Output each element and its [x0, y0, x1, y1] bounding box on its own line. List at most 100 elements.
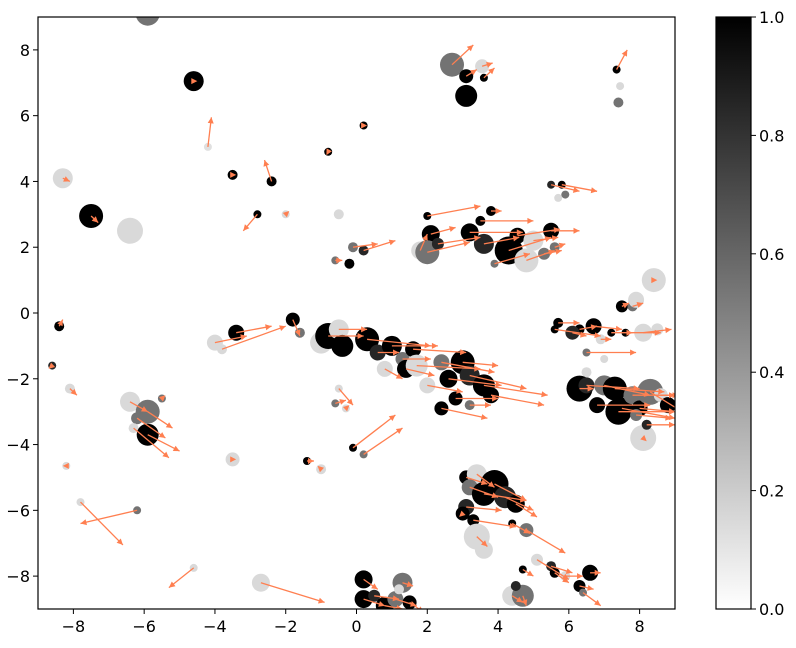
vector-arrow — [561, 184, 598, 194]
y-tick-label: 6 — [20, 107, 30, 126]
y-tick-label: −6 — [6, 501, 30, 520]
scatter-point — [333, 209, 344, 220]
vector-arrow — [473, 519, 516, 529]
vector-arrow — [481, 62, 493, 68]
vector-arrow — [441, 361, 495, 375]
scatter-point — [344, 258, 355, 269]
vector-arrow — [230, 456, 237, 463]
vector-arrow — [554, 572, 570, 584]
scatter-point — [455, 84, 478, 107]
vector-arrow — [636, 414, 672, 421]
y-tick-label: 4 — [20, 172, 30, 191]
vector-arrow — [643, 327, 672, 334]
vector-arrow — [230, 171, 237, 178]
vector-arrow — [490, 394, 545, 407]
vector-arrow — [651, 277, 658, 284]
vector-arrow — [579, 385, 594, 392]
vector-arrow — [409, 601, 422, 609]
plot-frame — [37, 16, 676, 610]
vector-arrow — [352, 414, 396, 449]
vector-arrow — [586, 349, 637, 356]
vector-arrow — [558, 319, 580, 326]
x-tick-label: 0 — [351, 617, 361, 636]
vector-arrow — [335, 399, 347, 405]
vector-arrow — [430, 226, 456, 235]
colorbar — [715, 16, 752, 610]
x-tick-label: 4 — [493, 617, 503, 636]
vector-arrow — [466, 476, 488, 486]
vector-arrow — [384, 368, 403, 380]
x-tick-label: 6 — [564, 617, 574, 636]
vector-arrow — [292, 319, 301, 337]
vector-arrow — [62, 462, 69, 469]
vector-arrow — [533, 235, 559, 242]
y-tick-label: −8 — [6, 567, 30, 586]
scatter-point — [613, 97, 624, 108]
vector-arrow — [465, 69, 478, 77]
scatter-point — [561, 190, 570, 199]
vector-arrow — [317, 465, 324, 473]
vector-arrow — [491, 208, 502, 214]
vector-arrow — [494, 252, 531, 265]
vector-arrow — [62, 176, 71, 182]
vector-arrow — [377, 349, 399, 356]
scatter-point — [600, 355, 609, 363]
vector-arrow — [207, 117, 214, 147]
vector-arrow — [129, 401, 149, 413]
scatter-point — [659, 397, 675, 414]
vector-arrow — [413, 348, 467, 356]
vector-arrow — [522, 568, 534, 577]
scatter-point — [510, 581, 521, 591]
vector-arrow — [307, 458, 314, 464]
vector-arrow — [441, 407, 488, 420]
vector-arrow — [427, 384, 463, 394]
vector-arrow — [469, 229, 523, 236]
scatter-point — [474, 540, 493, 559]
vector-arrow — [448, 378, 502, 388]
vector-arrow — [621, 302, 630, 309]
vector-arrow — [494, 483, 527, 502]
vector-arrow — [260, 582, 325, 604]
x-tick-label: −4 — [203, 617, 227, 636]
vector-arrow — [80, 501, 124, 546]
vector-arrow — [328, 333, 364, 339]
scatter-point — [616, 82, 625, 91]
vector-arrow — [554, 328, 601, 339]
vector-arrow — [466, 506, 502, 513]
scatter-point — [554, 193, 563, 202]
x-tick-label: −6 — [132, 617, 156, 636]
vector-arrow — [363, 598, 385, 607]
vector-arrow — [451, 44, 474, 66]
vector-arrow — [402, 356, 431, 362]
scatter-point — [117, 217, 143, 244]
vector-arrow — [402, 581, 414, 588]
x-tick-label: 2 — [422, 617, 432, 636]
scatter-point — [581, 367, 592, 378]
vector-arrow — [338, 388, 354, 406]
vector-arrow — [133, 427, 170, 459]
vector-arrow — [600, 336, 612, 343]
vector-arrow — [159, 395, 166, 402]
colorbar-tick-label: 0.6 — [759, 245, 784, 264]
vector-arrow — [550, 565, 573, 574]
vector-arrow — [214, 334, 247, 344]
vector-arrow — [459, 510, 466, 517]
vector-arrow — [521, 595, 528, 606]
vector-arrow — [640, 435, 647, 442]
vector-arrow — [221, 325, 286, 350]
axes: −8 −6 −4 −2 0 2 4 6 8 −8 −6 −4 −2 0 2 4 6 8 — [6, 41, 644, 636]
vector-arrow — [361, 122, 368, 129]
vector-arrow — [582, 592, 602, 607]
vector-arrow — [480, 217, 534, 224]
vector-arrow — [363, 427, 403, 455]
vector-arrow — [427, 204, 481, 217]
scatter-point — [136, 17, 160, 26]
vector-arrow — [90, 215, 99, 224]
vector-arrow — [455, 395, 499, 402]
vector-arrow — [469, 374, 527, 391]
vector-arrow — [614, 387, 665, 395]
vector-arrow — [80, 509, 138, 526]
vector-arrow — [374, 595, 400, 602]
scatter-point — [394, 584, 404, 595]
vector-arrow — [147, 434, 180, 452]
